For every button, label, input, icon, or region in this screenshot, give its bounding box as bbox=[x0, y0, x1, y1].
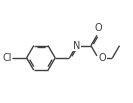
Text: N: N bbox=[73, 41, 80, 51]
Text: O: O bbox=[94, 23, 102, 33]
Text: O: O bbox=[99, 53, 107, 63]
Text: Cl: Cl bbox=[2, 53, 12, 63]
